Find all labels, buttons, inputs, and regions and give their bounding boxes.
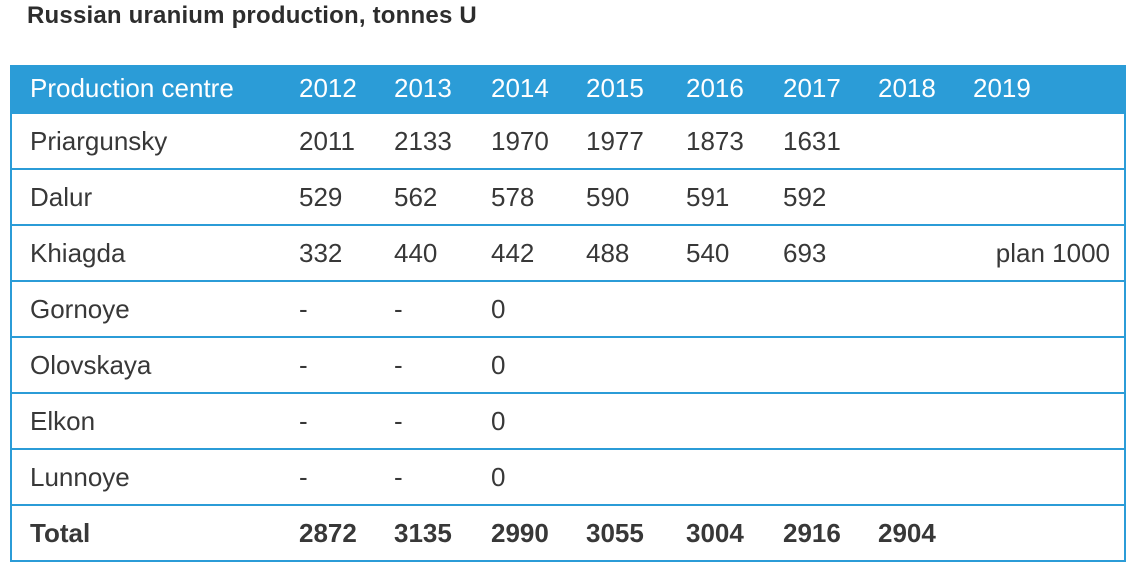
table-cell: - (299, 280, 394, 337)
table-cell: 1873 (686, 112, 783, 169)
table-cell: 2872 (299, 504, 394, 561)
table-cell: 590 (586, 168, 686, 225)
table-row-lunnoye: Lunnoye - - 0 (11, 448, 1125, 505)
table-cell (783, 448, 878, 505)
table-cell: 0 (491, 336, 586, 393)
table-cell: 3004 (686, 504, 783, 561)
table-cell (686, 392, 783, 449)
row-label: Dalur (11, 168, 299, 225)
table-cell (686, 336, 783, 393)
table-cell (973, 336, 1125, 393)
row-label: Elkon (11, 392, 299, 449)
table-cell (973, 280, 1125, 337)
table-cell (973, 448, 1125, 505)
table-cell: 0 (491, 392, 586, 449)
table-cell: 578 (491, 168, 586, 225)
table-cell (686, 280, 783, 337)
column-header-2019: 2019 (973, 65, 1125, 113)
table-cell: 488 (586, 224, 686, 281)
table-cell: 2904 (878, 504, 973, 561)
table-cell: 591 (686, 168, 783, 225)
table-cell: 693 (783, 224, 878, 281)
table-cell (586, 336, 686, 393)
header-row: Production centre 2012 2013 2014 2015 20… (11, 65, 1125, 113)
column-header-2014: 2014 (491, 65, 586, 113)
table-row-elkon: Elkon - - 0 (11, 392, 1125, 449)
table-cell (878, 392, 973, 449)
table-cell: 562 (394, 168, 491, 225)
table-cell: 2990 (491, 504, 586, 561)
table-cell: 529 (299, 168, 394, 225)
table-cell: 0 (491, 448, 586, 505)
table-cell (783, 336, 878, 393)
table-cell (586, 280, 686, 337)
column-header-2012: 2012 (299, 65, 394, 113)
table-cell (973, 504, 1125, 561)
column-header-2013: 2013 (394, 65, 491, 113)
table-cell: - (299, 448, 394, 505)
table-cell (783, 392, 878, 449)
table-cell (586, 392, 686, 449)
table-cell (973, 392, 1125, 449)
column-header-2018: 2018 (878, 65, 973, 113)
column-header-2016: 2016 (686, 65, 783, 113)
column-header-2017: 2017 (783, 65, 878, 113)
table-cell: 2133 (394, 112, 491, 169)
table-cell: 2916 (783, 504, 878, 561)
table-cell: - (394, 392, 491, 449)
table-cell: - (299, 392, 394, 449)
column-header-production-centre: Production centre (11, 65, 299, 113)
table-cell (878, 336, 973, 393)
table-row-khiagda: Khiagda 332 440 442 488 540 693 plan 100… (11, 224, 1125, 281)
table-cell: - (394, 336, 491, 393)
table-cell (878, 448, 973, 505)
table-cell (973, 168, 1125, 225)
table-cell: 540 (686, 224, 783, 281)
table-cell (586, 448, 686, 505)
table-cell: 1970 (491, 112, 586, 169)
table-cell: 0 (491, 280, 586, 337)
table-cell: 2011 (299, 112, 394, 169)
table-cell: 442 (491, 224, 586, 281)
table-cell: 592 (783, 168, 878, 225)
table-cell: 3135 (394, 504, 491, 561)
production-table: Production centre 2012 2013 2014 2015 20… (10, 65, 1126, 562)
table-row-olovskaya: Olovskaya - - 0 (11, 336, 1125, 393)
table-cell: - (394, 448, 491, 505)
table-cell (878, 224, 973, 281)
table-row-total: Total 2872 3135 2990 3055 3004 2916 2904 (11, 504, 1125, 561)
table-cell: - (299, 336, 394, 393)
row-label: Khiagda (11, 224, 299, 281)
row-label: Lunnoye (11, 448, 299, 505)
table-cell: 3055 (586, 504, 686, 561)
table-cell (973, 112, 1125, 169)
table-cell: 332 (299, 224, 394, 281)
table-cell: 440 (394, 224, 491, 281)
table-cell (878, 112, 973, 169)
table-row-dalur: Dalur 529 562 578 590 591 592 (11, 168, 1125, 225)
row-label-total: Total (11, 504, 299, 561)
table-cell: 1977 (586, 112, 686, 169)
table-cell (878, 280, 973, 337)
table-cell: - (394, 280, 491, 337)
table-row-priargunsky: Priargunsky 2011 2133 1970 1977 1873 163… (11, 112, 1125, 169)
row-label: Olovskaya (11, 336, 299, 393)
table-cell (783, 280, 878, 337)
table-cell (878, 168, 973, 225)
row-label: Gornoye (11, 280, 299, 337)
table-cell-plan: plan 1000 (973, 224, 1125, 281)
column-header-2015: 2015 (586, 65, 686, 113)
page-title: Russian uranium production, tonnes U (27, 2, 477, 29)
table-cell: 1631 (783, 112, 878, 169)
table-row-gornoye: Gornoye - - 0 (11, 280, 1125, 337)
table-cell (686, 448, 783, 505)
row-label: Priargunsky (11, 112, 299, 169)
